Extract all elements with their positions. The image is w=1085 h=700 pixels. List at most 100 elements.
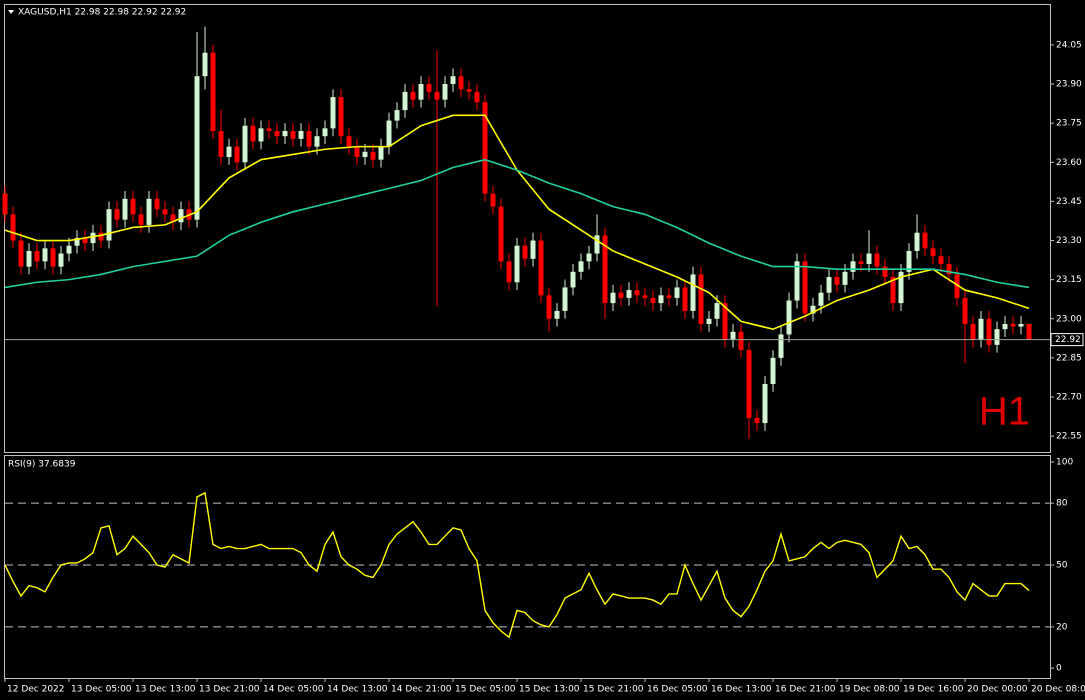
rsi-pane-border xyxy=(4,455,1051,679)
candle-body xyxy=(706,318,712,324)
candle-body xyxy=(874,253,880,267)
timeframe-watermark: H1 xyxy=(979,390,1030,434)
candle-body xyxy=(922,232,928,249)
candle-body xyxy=(338,97,344,137)
candle-body xyxy=(154,198,160,210)
candle-body xyxy=(98,232,104,241)
candle-body xyxy=(818,292,824,306)
candle-body xyxy=(650,297,656,304)
candle-body xyxy=(930,248,936,257)
candle-body xyxy=(546,295,552,319)
candle-body xyxy=(194,76,200,220)
candle-body xyxy=(506,261,512,283)
candle-body xyxy=(322,128,328,137)
candle-body xyxy=(346,136,352,147)
candle-body xyxy=(890,277,896,304)
candle-body xyxy=(834,277,840,285)
candle-body xyxy=(866,253,872,264)
bid-label: 22.92 xyxy=(1055,335,1081,345)
candle-body xyxy=(66,245,72,254)
candle-body xyxy=(138,214,144,225)
candle-body xyxy=(594,235,600,254)
y-tick-label: 22.85 xyxy=(1056,353,1082,363)
candle-body xyxy=(938,256,944,264)
candle-body xyxy=(850,261,856,272)
x-tick-label: 15 Dec 21:00 xyxy=(583,685,644,695)
candle-body xyxy=(626,290,632,298)
candle-body xyxy=(458,76,464,90)
candle-body xyxy=(258,128,264,142)
candle-body xyxy=(794,261,800,301)
candle-body xyxy=(690,274,696,311)
candle-body xyxy=(810,305,816,314)
x-tick-label: 15 Dec 05:00 xyxy=(455,685,516,695)
y-tick-label: 50 xyxy=(1056,561,1068,571)
candle-body xyxy=(802,261,808,314)
candle-body xyxy=(114,209,120,220)
y-tick-label: 23.60 xyxy=(1056,158,1082,168)
x-tick-label: 16 Dec 21:00 xyxy=(775,685,836,695)
price-pane-border xyxy=(4,4,1051,453)
candle-body xyxy=(378,146,384,160)
candle-body xyxy=(498,206,504,262)
candle-body xyxy=(586,253,592,262)
candle-body xyxy=(226,146,232,158)
x-tick-label: 15 Dec 13:00 xyxy=(519,685,580,695)
candle-body xyxy=(842,271,848,285)
candle-body xyxy=(330,97,336,129)
candle-body xyxy=(1026,323,1032,340)
candle-body xyxy=(978,318,984,340)
x-tick-label: 14 Dec 05:00 xyxy=(263,685,324,695)
candle-body xyxy=(306,130,312,147)
candle-body xyxy=(570,271,576,288)
candle-body xyxy=(714,303,720,319)
candle-body xyxy=(266,128,272,131)
candle-body xyxy=(178,209,184,223)
candle-body xyxy=(698,274,704,324)
candle-body xyxy=(202,52,208,77)
candle-body xyxy=(426,84,432,92)
candle-body xyxy=(274,130,280,137)
candle-body xyxy=(434,91,440,100)
candle-body xyxy=(778,334,784,358)
candle-body xyxy=(474,91,480,103)
x-tick-label: 13 Dec 05:00 xyxy=(71,685,132,695)
candle-body xyxy=(754,417,760,424)
candle-body xyxy=(210,52,216,131)
candle-body xyxy=(970,323,976,340)
menu-triangle xyxy=(8,10,14,14)
candle-body xyxy=(74,237,80,246)
candle-body xyxy=(362,151,368,158)
candle-body xyxy=(370,151,376,160)
candle-body xyxy=(354,146,360,158)
candle-body xyxy=(618,292,624,298)
x-tick-label: 13 Dec 21:00 xyxy=(199,685,260,695)
candle-body xyxy=(122,198,128,220)
candle-body xyxy=(522,245,528,259)
y-tick-label: 23.75 xyxy=(1056,119,1082,129)
candle-body xyxy=(994,329,1000,345)
candle-body xyxy=(898,271,904,304)
candle-body xyxy=(442,84,448,100)
candle-body xyxy=(410,91,416,100)
candle-body xyxy=(402,91,408,111)
rsi-line xyxy=(4,491,1030,639)
candle-body xyxy=(602,235,608,304)
y-tick-label: 24.05 xyxy=(1056,40,1082,50)
y-tick-label: 22.55 xyxy=(1056,432,1082,442)
candle-body xyxy=(218,130,224,158)
x-tick-label: 20 Dec 00:00 xyxy=(967,685,1028,695)
candle-body xyxy=(490,193,496,207)
candle-body xyxy=(18,240,24,267)
candle-body xyxy=(170,214,176,223)
y-tick-label: 23.30 xyxy=(1056,236,1082,246)
x-tick-label: 14 Dec 13:00 xyxy=(327,685,388,695)
y-tick-label: 23.90 xyxy=(1056,80,1082,90)
candle-body xyxy=(962,297,968,324)
x-tick-label: 19 Dec 16:00 xyxy=(903,685,964,695)
rsi-title: RSI(9) 37.6839 xyxy=(8,460,76,470)
candle-body xyxy=(530,240,536,259)
candle-body xyxy=(826,277,832,293)
candle-body xyxy=(730,331,736,340)
